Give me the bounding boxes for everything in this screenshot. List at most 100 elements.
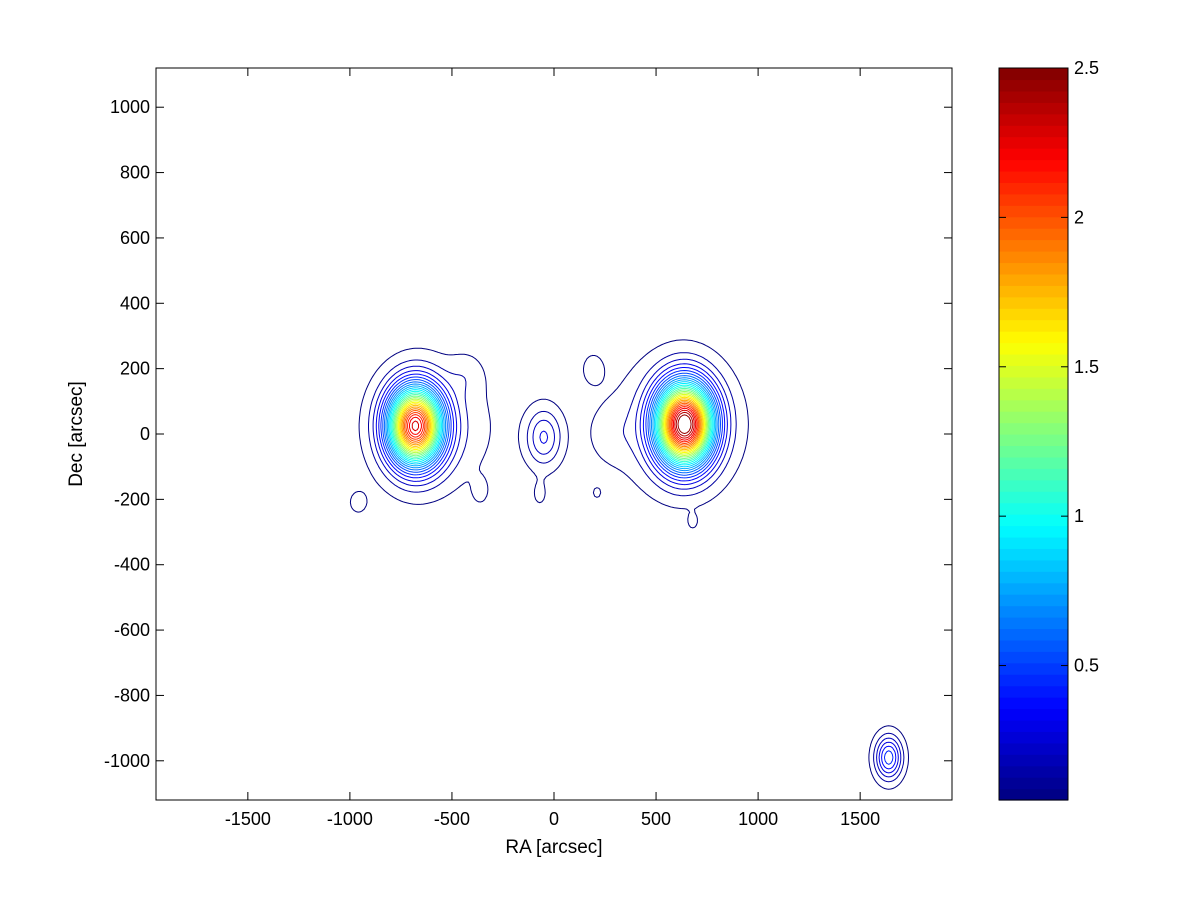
x-axis-label: RA [arcsec]: [505, 837, 602, 858]
x-tick-label: -500: [434, 809, 470, 829]
colorbar-band: [999, 125, 1068, 138]
colorbar-band: [999, 788, 1068, 801]
contour-level-17: [396, 392, 707, 456]
colorbar-band: [999, 754, 1068, 767]
colorbar-tick-label: 1: [1074, 506, 1084, 526]
colorbar-band: [999, 685, 1068, 698]
colorbar-band: [999, 79, 1068, 92]
colorbar-band: [999, 731, 1068, 744]
y-tick-label: 600: [120, 228, 150, 248]
y-tick-label: 800: [120, 163, 150, 183]
x-tick-label: 1500: [840, 809, 880, 829]
colorbar-band: [999, 205, 1068, 218]
colorbar-band: [999, 136, 1068, 149]
y-tick-labels: -1000 -800 -600 -400 -200 0 200 400 600 800 1000: [104, 97, 150, 771]
colorbar-band: [999, 376, 1068, 389]
contour-level-2: [372, 358, 902, 778]
x-tick-label: -1000: [327, 809, 373, 829]
contour-lines: [349, 339, 909, 790]
colorbar-band: [999, 365, 1068, 378]
colorbar-band: [999, 388, 1068, 401]
contour-level-11: [389, 383, 714, 466]
colorbar-band: [999, 628, 1068, 641]
colorbar-band: [999, 674, 1068, 687]
colorbar-tick-label: 1.5: [1074, 357, 1099, 377]
contour-level-5: [380, 370, 894, 765]
colorbar-band: [999, 571, 1068, 584]
contour-level-30: [677, 414, 692, 434]
colorbar-band: [999, 536, 1068, 549]
colorbar-band: [999, 662, 1068, 675]
contour-level-20: [399, 396, 704, 452]
colorbar-band: [999, 719, 1068, 732]
colorbar-frame: [998, 67, 1069, 801]
colorbar-band: [999, 559, 1068, 572]
colorbar-band: [999, 411, 1068, 424]
y-tick-label: -200: [114, 489, 150, 509]
colorbar-band: [999, 331, 1068, 344]
colorbar-band: [999, 353, 1068, 366]
contour-level-7: [383, 375, 720, 474]
y-tick-label: -800: [114, 685, 150, 705]
contour-level-16: [395, 391, 708, 458]
colorbar-band: [999, 639, 1068, 652]
colorbar-band: [999, 262, 1068, 275]
y-tick-label: 400: [120, 293, 150, 313]
colorbar-band: [999, 708, 1068, 721]
colorbar-band: [999, 90, 1068, 103]
colorbar-tick-label: 2: [1074, 207, 1084, 227]
colorbar-band: [999, 777, 1068, 790]
colorbar-band: [999, 182, 1068, 195]
colorbar-band: [999, 617, 1068, 630]
colorbar-band: [999, 319, 1068, 332]
colorbar-tick-label: 2.5: [1074, 58, 1099, 78]
colorbar-band: [999, 742, 1068, 755]
colorbar-band: [999, 479, 1068, 492]
contour-level-24: [404, 402, 700, 446]
contour-level-14: [392, 387, 711, 461]
colorbar-band: [999, 159, 1068, 172]
colorbar-band: [999, 445, 1068, 458]
colorbar-band: [999, 468, 1068, 481]
axes-ticks: [156, 68, 952, 800]
colorbar-band: [999, 296, 1068, 309]
colorbar-band: [999, 239, 1068, 252]
x-tick-label: 1000: [738, 809, 778, 829]
colorbar-band: [999, 514, 1068, 527]
colorbar-band: [999, 651, 1068, 664]
x-tick-label: 0: [549, 809, 559, 829]
colorbar-band: [999, 102, 1068, 115]
contour-level-27: [409, 407, 697, 441]
colorbar-band: [999, 342, 1068, 355]
contour-level-6: [382, 372, 721, 476]
y-tick-label: -400: [114, 555, 150, 575]
colorbar-band: [999, 170, 1068, 183]
x-tick-label: -1500: [225, 809, 271, 829]
y-tick-label: 1000: [110, 97, 150, 117]
colorbar-band: [999, 251, 1068, 264]
colorbar-band: [999, 273, 1068, 286]
contour-level-1: [368, 352, 905, 783]
colorbar-band: [999, 605, 1068, 618]
colorbar-band: [999, 113, 1068, 126]
y-tick-label: -1000: [104, 751, 150, 771]
contour-level-25: [405, 404, 699, 444]
colorbar-band: [999, 308, 1068, 321]
colorbar-band: [999, 456, 1068, 469]
colorbar-tick-label: 0.5: [1074, 656, 1099, 676]
contour-level-8: [385, 377, 718, 472]
y-tick-label: 0: [140, 424, 150, 444]
contour-level-26: [407, 406, 698, 443]
colorbar-band: [999, 491, 1068, 504]
colorbar-band: [999, 582, 1068, 595]
colorbar-band: [999, 285, 1068, 298]
contour-level-13: [391, 386, 712, 463]
colorbar-band: [999, 765, 1068, 778]
colorbar-band: [999, 434, 1068, 447]
colorbar-ticks: 0.5 1 1.5 2 2.5: [999, 58, 1099, 676]
contour-level-19: [398, 395, 705, 453]
colorbar-band: [999, 399, 1068, 412]
contour-level-10: [388, 381, 715, 468]
contour-level-21: [400, 398, 703, 451]
x-tick-labels: -1500 -1000 -500 0 500 1000 1500: [225, 809, 880, 829]
